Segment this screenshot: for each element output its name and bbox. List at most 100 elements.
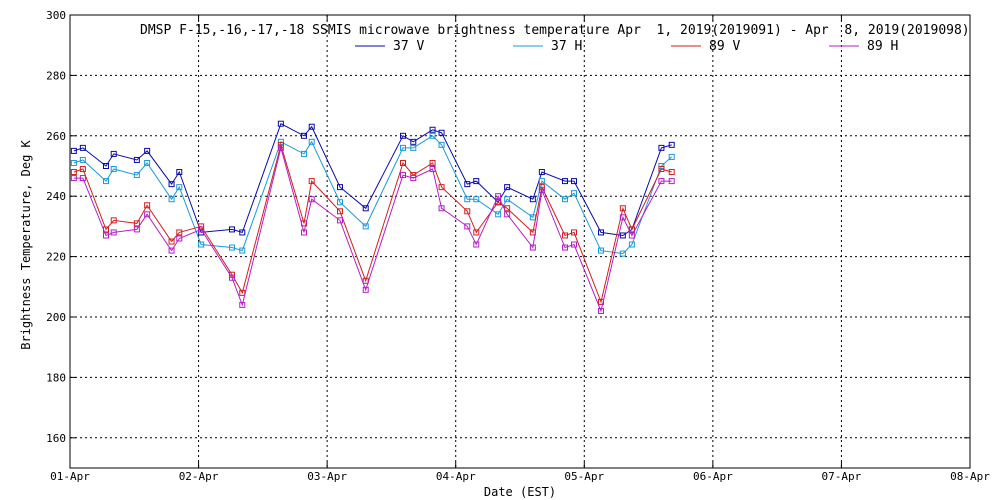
data-point (538, 169, 545, 176)
data-point (133, 172, 140, 179)
legend: 37 V 37 H 89 V 89 H (355, 39, 898, 54)
series-89-h (70, 144, 675, 314)
data-point (79, 156, 86, 163)
data-point (504, 211, 511, 218)
data-point (658, 178, 665, 185)
data-point (438, 205, 445, 212)
axis-ticks: 160 180 200 220 240 260 280 300 01-Apr 02-Apr 03-A… (46, 9, 990, 483)
plot-frame (69, 14, 971, 469)
data-point (110, 229, 117, 236)
chart-title: DMSP F-15,-16,-17,-18 SSMIS microwave br… (140, 23, 970, 38)
data-point (598, 247, 604, 254)
grid (70, 15, 970, 468)
legend-item: 37 H (513, 39, 582, 54)
data-point (301, 229, 307, 236)
data-point (464, 181, 471, 188)
data-point (619, 250, 626, 257)
data-point (429, 132, 436, 139)
data-point (70, 175, 77, 182)
x-tick-label: 02-Apr (179, 470, 219, 483)
data-point (571, 178, 577, 185)
data-point (362, 286, 369, 293)
data-point (529, 244, 536, 251)
data-point (103, 232, 109, 239)
data-point (337, 208, 343, 215)
data-point (229, 244, 235, 251)
legend-label: 37 H (551, 39, 582, 54)
data-point (277, 144, 284, 151)
data-point (79, 166, 86, 173)
x-tick-label: 03-Apr (307, 470, 347, 483)
data-point (410, 175, 417, 182)
legend-label: 89 H (867, 39, 898, 54)
legend-item: 89 V (671, 39, 740, 54)
data-point (229, 226, 235, 233)
y-tick-label: 240 (46, 190, 66, 203)
y-tick-label: 200 (46, 311, 66, 324)
data-point (70, 147, 77, 154)
data-point (668, 141, 675, 148)
data-point (571, 190, 577, 197)
data-point (362, 205, 369, 212)
data-point (198, 241, 205, 248)
data-point (504, 184, 511, 191)
data-point (229, 274, 235, 281)
data-point (495, 211, 502, 218)
data-point (538, 187, 545, 194)
data-point (464, 223, 471, 230)
data-point (144, 159, 151, 166)
data-point (133, 156, 140, 163)
data-point (562, 178, 568, 185)
data-point (168, 247, 175, 254)
data-point (668, 178, 675, 185)
y-axis-title: Brightness Temperature, Deg K (19, 139, 33, 349)
data-point (571, 229, 577, 236)
data-point (400, 159, 406, 166)
series-group (70, 120, 675, 314)
data-point (529, 214, 536, 221)
y-tick-label: 260 (46, 130, 66, 143)
y-tick-label: 160 (46, 432, 66, 445)
data-point (400, 172, 406, 179)
data-point (168, 181, 175, 188)
data-point (176, 169, 183, 176)
data-point (619, 205, 626, 212)
data-point (337, 184, 343, 191)
x-axis-title: Date (EST) (484, 485, 556, 499)
data-point (79, 175, 86, 182)
y-tick-label: 220 (46, 251, 66, 264)
x-tick-label: 08-Apr (950, 470, 990, 483)
x-tick-label: 06-Apr (693, 470, 733, 483)
legend-label: 89 V (709, 39, 740, 54)
data-point (504, 196, 511, 203)
y-tick-label: 300 (46, 9, 66, 22)
legend-item: 89 H (829, 39, 898, 54)
data-point (103, 163, 109, 169)
data-point (619, 232, 626, 239)
data-point (410, 138, 417, 145)
data-point (70, 159, 77, 166)
data-point (562, 196, 568, 203)
data-point (133, 220, 140, 227)
x-tick-label: 04-Apr (436, 470, 476, 483)
data-point (668, 169, 675, 176)
data-point (337, 199, 343, 206)
series-37-v (70, 120, 675, 239)
data-point (308, 196, 315, 203)
x-tick-label: 01-Apr (50, 470, 90, 483)
data-point (176, 229, 183, 236)
data-point (429, 126, 436, 133)
y-tick-label: 280 (46, 69, 66, 82)
data-point (628, 241, 635, 248)
data-point (168, 238, 175, 245)
data-point (562, 232, 568, 239)
data-point (198, 226, 205, 233)
data-point (400, 132, 406, 139)
data-point (598, 307, 604, 314)
data-point (308, 178, 315, 185)
data-point (239, 247, 246, 254)
data-point (464, 196, 471, 203)
data-point (438, 129, 445, 136)
data-point (79, 144, 86, 151)
data-point (110, 166, 117, 173)
